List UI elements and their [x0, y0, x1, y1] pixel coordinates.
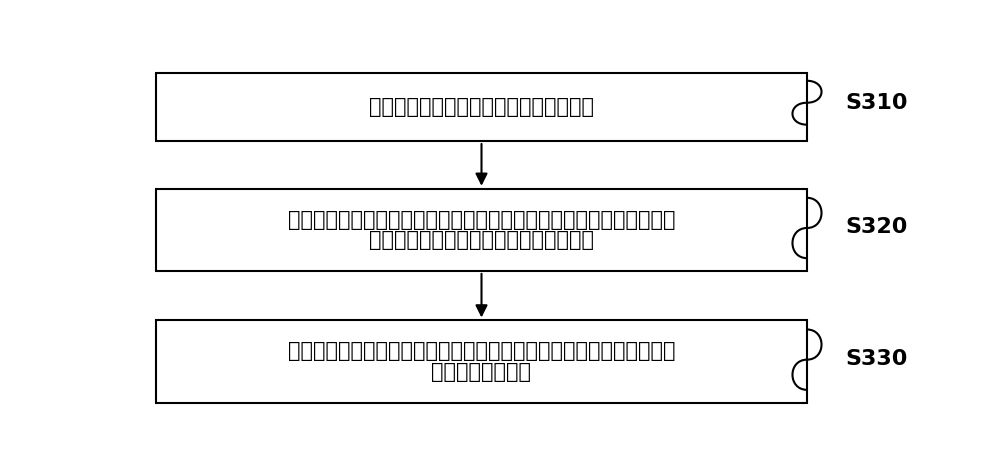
Text: 获取多个系统各自的窗口的显示相关信息: 获取多个系统各自的窗口的显示相关信息: [369, 97, 594, 117]
Text: 法计算确定多个系统的窗口混合显示数据: 法计算确定多个系统的窗口混合显示数据: [369, 230, 594, 250]
Text: 混合后的各个窗口: 混合后的各个窗口: [432, 361, 532, 381]
Bar: [156, 320, 807, 403]
Text: 根据已获取的各个系统的窗口的显示相关信息，通过预定的窗口显示算: 根据已获取的各个系统的窗口的显示相关信息，通过预定的窗口显示算: [288, 210, 675, 230]
Text: S320: S320: [846, 217, 908, 237]
Text: 基于窗口混合显示数据，通过多系统终端设备的显示驱动显示多个系统: 基于窗口混合显示数据，通过多系统终端设备的显示驱动显示多个系统: [288, 342, 675, 361]
Text: S310: S310: [846, 93, 908, 113]
Bar: [156, 189, 807, 271]
Text: S330: S330: [846, 349, 908, 369]
Bar: [156, 74, 807, 141]
